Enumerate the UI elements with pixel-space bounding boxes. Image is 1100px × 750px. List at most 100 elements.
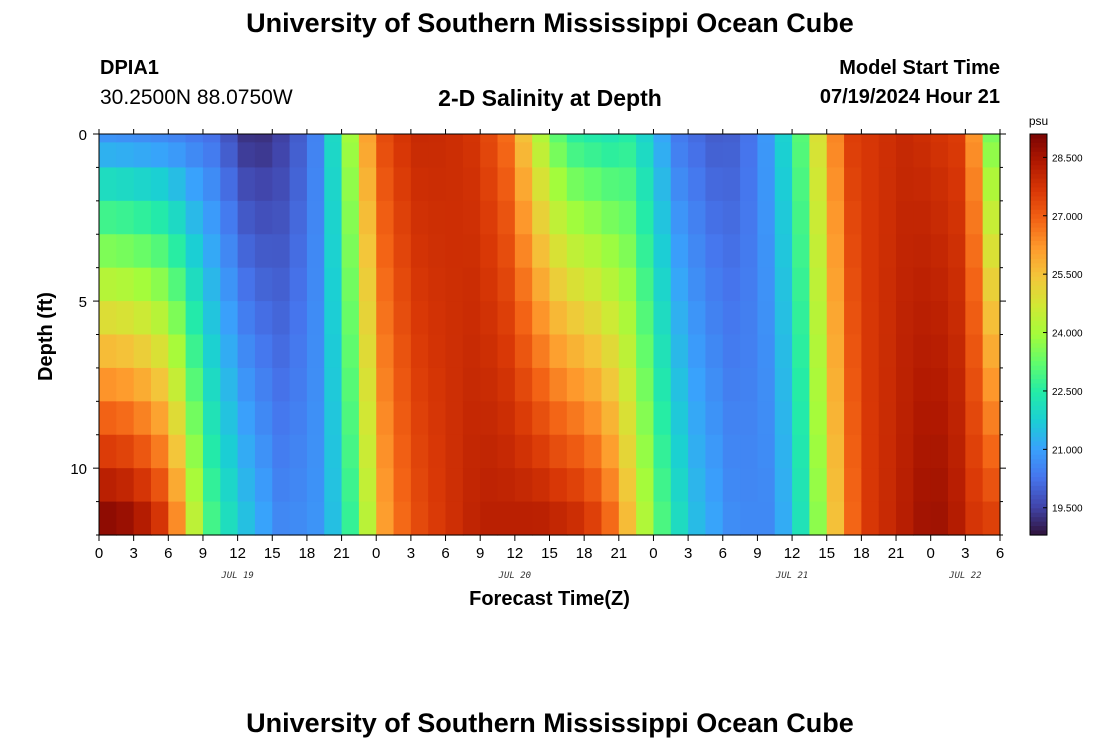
heatmap-cell [618, 367, 637, 402]
heatmap-cell [445, 134, 464, 143]
heatmap-cell [844, 501, 862, 536]
heatmap-cell [844, 468, 862, 503]
heatmap-cell [982, 142, 1001, 169]
heatmap-cell [982, 367, 1001, 402]
colorbar-swatch [1030, 272, 1047, 278]
heatmap-cell [150, 501, 169, 536]
heatmap-cell [410, 401, 429, 436]
heatmap-cell [272, 267, 291, 302]
heatmap-cell [480, 434, 499, 469]
heatmap-cell [740, 200, 759, 235]
heatmap-cell [445, 468, 464, 503]
heatmap-cell [202, 167, 221, 202]
heatmap-cell [185, 434, 204, 469]
heatmap-cell [930, 167, 949, 202]
heatmap-cell [202, 301, 221, 336]
heatmap-cell [670, 134, 689, 143]
heatmap-cell [566, 234, 585, 269]
heatmap-cell [289, 334, 308, 369]
colorbar-swatch [1030, 383, 1047, 389]
heatmap-cell [99, 334, 117, 369]
heatmap-cell [653, 367, 672, 402]
heatmap-cell [272, 142, 291, 169]
y-axis: 0 5 10 [70, 127, 1006, 536]
heatmap-cell [549, 334, 568, 369]
colorbar-swatch [1030, 441, 1047, 447]
heatmap-cell [428, 142, 447, 169]
heatmap-cell [237, 434, 256, 469]
heatmap-cell [705, 167, 724, 202]
colorbar-swatch [1030, 374, 1047, 380]
heatmap-cells [99, 134, 1001, 536]
heatmap-cell [861, 367, 880, 402]
heatmap-cell [341, 134, 360, 143]
heatmap-cell [410, 334, 429, 369]
heatmap-cell [965, 267, 984, 302]
heatmap-cell [913, 468, 932, 503]
heatmap-cell [202, 267, 221, 302]
heatmap-cell [237, 367, 256, 402]
heatmap-cell [410, 501, 429, 536]
heatmap-cell [220, 142, 239, 169]
heatmap-cell [636, 334, 655, 369]
heatmap-cell [185, 167, 204, 202]
heatmap-cell [792, 267, 811, 302]
heatmap-cell [445, 501, 464, 536]
heatmap-cell [202, 468, 221, 503]
heatmap-cell [809, 434, 828, 469]
heatmap-cell [670, 142, 689, 169]
colorbar-swatch [1030, 508, 1047, 514]
heatmap-cell [393, 501, 412, 536]
heatmap-cell [202, 501, 221, 536]
heatmap-cell [601, 301, 620, 336]
heatmap-cell [861, 501, 880, 536]
heatmap-cell [636, 434, 655, 469]
heatmap-cell [566, 301, 585, 336]
x-date-label: JUL 19 [220, 571, 254, 581]
heatmap-cell [306, 501, 325, 536]
heatmap-cell [930, 301, 949, 336]
heatmap-cell [636, 301, 655, 336]
heatmap-cell [497, 167, 516, 202]
heatmap-cell [618, 501, 637, 536]
heatmap-cell [948, 401, 966, 436]
heatmap-cell [653, 468, 672, 503]
heatmap-cell [428, 301, 447, 336]
colorbar-swatch [1030, 356, 1047, 362]
heatmap-cell [965, 501, 984, 536]
heatmap-cell [878, 401, 897, 436]
heatmap-cell [566, 501, 585, 536]
heatmap-cell [844, 434, 862, 469]
heatmap-cell [705, 142, 724, 169]
heatmap-cell [982, 200, 1001, 235]
x-tick-label: 21 [333, 545, 350, 562]
colorbar-swatch [1030, 263, 1047, 269]
heatmap-cell [358, 301, 377, 336]
x-tick-label: 21 [888, 545, 905, 562]
heatmap-cell [948, 234, 966, 269]
heatmap-cell [705, 334, 724, 369]
heatmap-cell [740, 434, 759, 469]
heatmap-cell [289, 367, 308, 402]
heatmap-cell [99, 200, 117, 235]
heatmap-cell [688, 334, 707, 369]
heatmap-cell [774, 142, 793, 169]
heatmap-cell [376, 134, 395, 143]
heatmap-cell [99, 434, 117, 469]
colorbar-swatch [1030, 240, 1047, 246]
heatmap-cell [514, 134, 533, 143]
colorbar-swatch [1030, 387, 1047, 394]
heatmap-cell [532, 267, 551, 302]
colorbar-swatch [1030, 232, 1047, 238]
heatmap-cell [428, 468, 447, 503]
colorbar-swatch [1030, 236, 1047, 242]
heatmap-cell [982, 401, 1001, 436]
colorbar-swatch [1030, 258, 1047, 264]
heatmap-cell [930, 468, 949, 503]
heatmap-cell [428, 167, 447, 202]
colorbar-swatch [1030, 401, 1047, 407]
heatmap-cell [341, 434, 360, 469]
heatmap-cell [428, 200, 447, 235]
x-tick-label: 9 [753, 545, 761, 562]
page-title: University of Southern Mississippi Ocean… [246, 8, 854, 38]
